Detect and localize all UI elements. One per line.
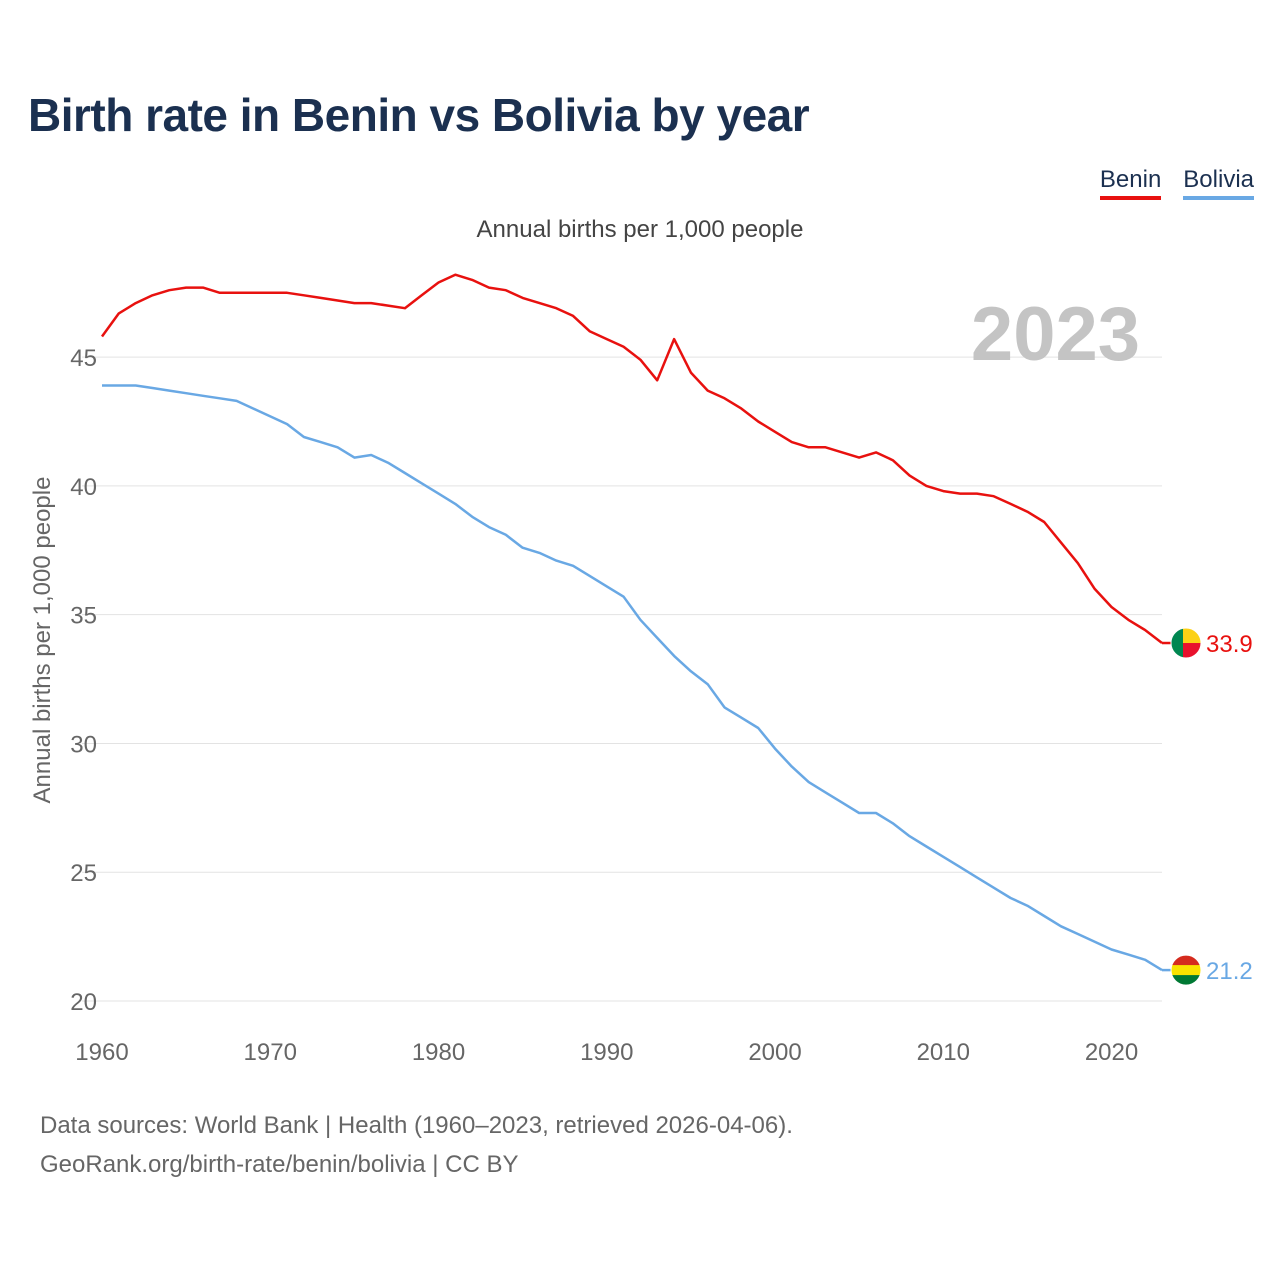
series-line-benin[interactable] — [100, 273, 1163, 644]
end-value-label-benin: 33.9 — [1206, 631, 1253, 658]
x-tick-label: 2010 — [917, 1039, 970, 1066]
y-tick-label: 45 — [70, 345, 97, 372]
y-tick-label: 30 — [70, 731, 97, 758]
series-lines — [100, 273, 1174, 972]
grid-lines — [82, 356, 1162, 1002]
sources-line-2[interactable]: GeoRank.org/birth-rate/benin/bolivia | C… — [40, 1151, 519, 1178]
x-tick-labels: 1960 1970 1980 1990 2000 2010 2020 — [75, 1039, 1138, 1066]
x-tick-label: 1990 — [580, 1039, 633, 1066]
x-tick-label: 1960 — [75, 1039, 128, 1066]
data-sources: Data sources: World Bank | Health (1960–… — [40, 1106, 793, 1184]
end-markers: 33.9 21.2 — [1170, 627, 1253, 986]
x-tick-label: 2000 — [748, 1039, 801, 1066]
x-tick-label: 2020 — [1085, 1039, 1138, 1066]
y-tick-label: 40 — [70, 474, 97, 501]
series-line-bolivia[interactable] — [102, 384, 1163, 972]
line-chart: 20 25 30 35 40 45 1960 1970 1980 1990 2000 2010 202… — [29, 273, 1253, 1066]
y-tick-label: 35 — [70, 603, 97, 630]
flag-icon-bolivia — [1170, 954, 1202, 986]
flag-icon-benin — [1170, 627, 1202, 659]
legend: Benin Bolivia — [1099, 166, 1254, 200]
end-value-label-bolivia: 21.2 — [1206, 958, 1253, 985]
year-label: 2023 — [971, 292, 1140, 377]
legend-item-bolivia[interactable]: Bolivia — [1183, 166, 1254, 200]
y-tick-labels: 20 25 30 35 40 45 — [70, 345, 97, 1016]
chart-subtitle: Annual births per 1,000 people — [476, 216, 804, 243]
x-tick-label: 1970 — [244, 1039, 297, 1066]
sources-line-1: Data sources: World Bank | Health (1960–… — [40, 1112, 793, 1139]
y-axis-label: Annual births per 1,000 people — [29, 477, 56, 804]
x-tick-label: 1980 — [412, 1039, 465, 1066]
y-tick-label: 20 — [70, 989, 97, 1016]
legend-item-benin[interactable]: Benin — [1099, 166, 1162, 200]
chart-title: Birth rate in Benin vs Bolivia by year — [28, 89, 810, 141]
y-tick-label: 25 — [70, 860, 97, 887]
